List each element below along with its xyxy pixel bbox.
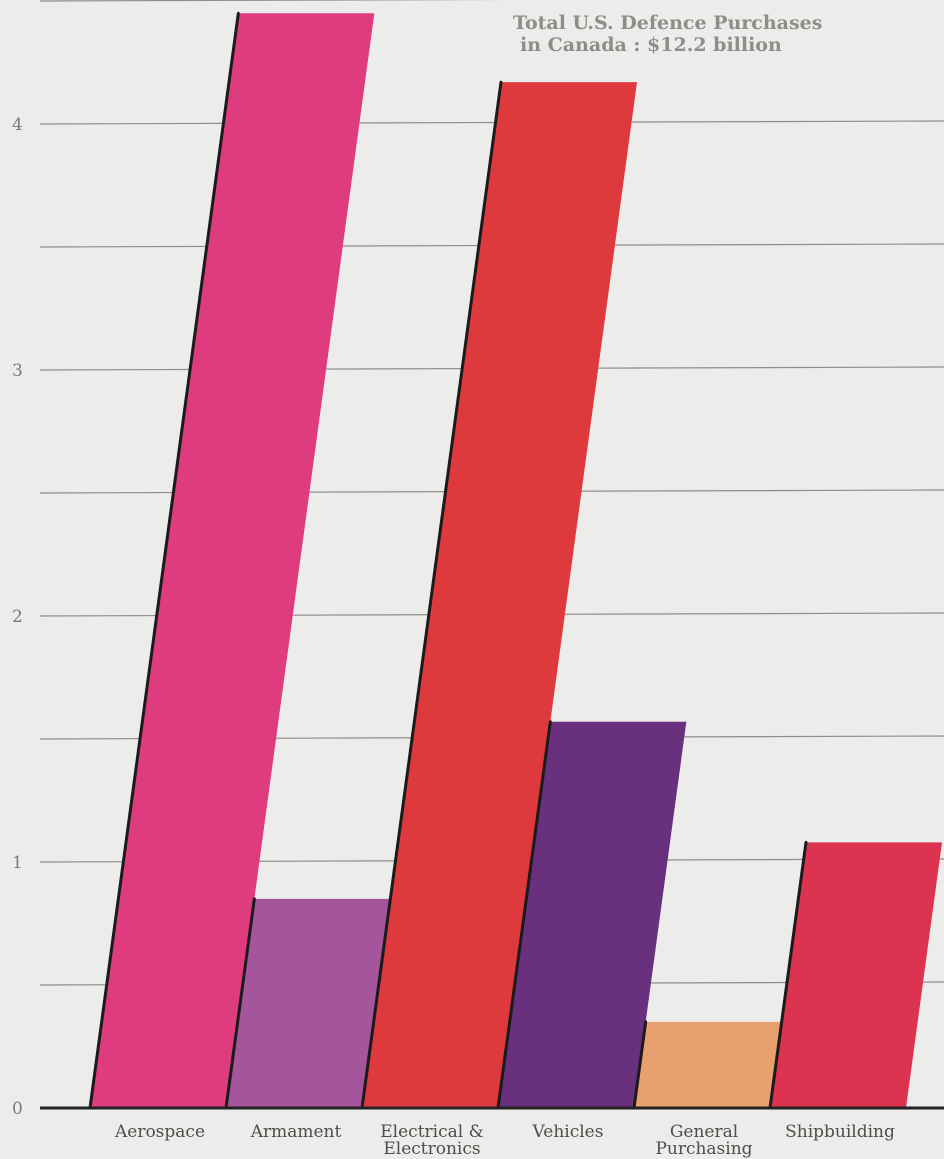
- bar-edge: [224, 897, 256, 1110]
- x-tick-label: Armament: [250, 1122, 342, 1142]
- bar: [362, 82, 637, 1108]
- y-tick-label: 2: [12, 607, 23, 627]
- y-tick-label: 4: [12, 115, 23, 135]
- bar: [226, 898, 391, 1108]
- x-tick-label: Vehicles: [532, 1122, 604, 1142]
- chart-title: Total U.S. Defence Purchases in Canada :…: [513, 12, 822, 56]
- x-tick-label: Shipbuilding: [785, 1122, 895, 1142]
- bar-edge: [360, 80, 503, 1110]
- y-tick-label: 1: [12, 853, 23, 873]
- bar-edge: [768, 840, 808, 1110]
- gridline: [39, 0, 523, 2]
- bars: [88, 11, 942, 1110]
- bar-edge: [88, 11, 240, 1110]
- chart-subtitle-line: in Canada : $12.2 billion: [520, 34, 782, 56]
- bar: [90, 13, 375, 1108]
- axes: 0 1 2 3 4 Aerospace Armament Electrical & Electr…: [12, 115, 944, 1159]
- bar: [770, 842, 942, 1108]
- chart-title-line: Total U.S. Defence Purchases: [513, 12, 823, 34]
- bar-edge: [632, 1020, 648, 1110]
- gridline: [39, 120, 944, 125]
- x-tick-label: General Purchasing: [655, 1122, 752, 1159]
- y-tick-label: 3: [12, 361, 23, 381]
- y-tick-label: 0: [12, 1099, 23, 1119]
- bar-edge: [496, 720, 552, 1110]
- bar: [634, 1021, 782, 1108]
- x-tick-label: Electrical & Electronics: [380, 1122, 483, 1159]
- x-tick-label: Aerospace: [114, 1122, 205, 1142]
- bar: [498, 721, 687, 1108]
